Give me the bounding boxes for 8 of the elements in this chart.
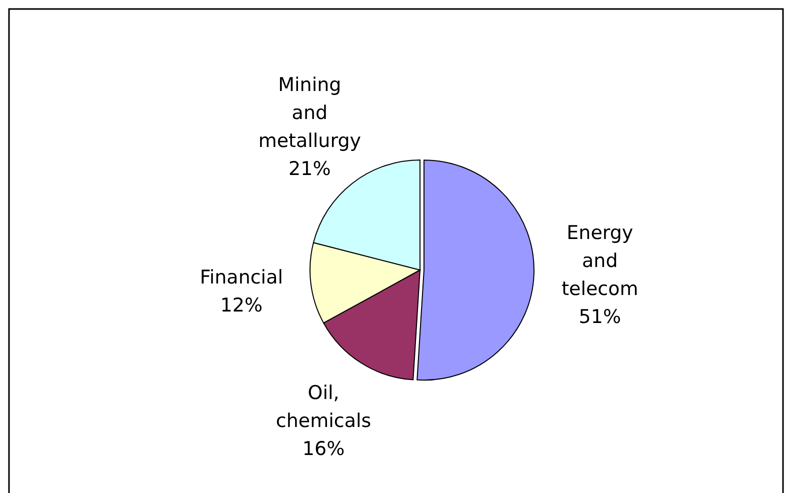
data-label: 12% bbox=[220, 294, 263, 317]
slice-label: Oil, chemicals bbox=[276, 382, 372, 432]
slice-label: Energy and telecom bbox=[562, 222, 638, 300]
slice-label: Financial bbox=[200, 266, 284, 289]
data-label: 21% bbox=[288, 158, 331, 180]
slice-label: Mining and metallurgy bbox=[258, 74, 362, 152]
data-label: 16% bbox=[302, 438, 345, 460]
data-label: 51% bbox=[578, 306, 622, 328]
